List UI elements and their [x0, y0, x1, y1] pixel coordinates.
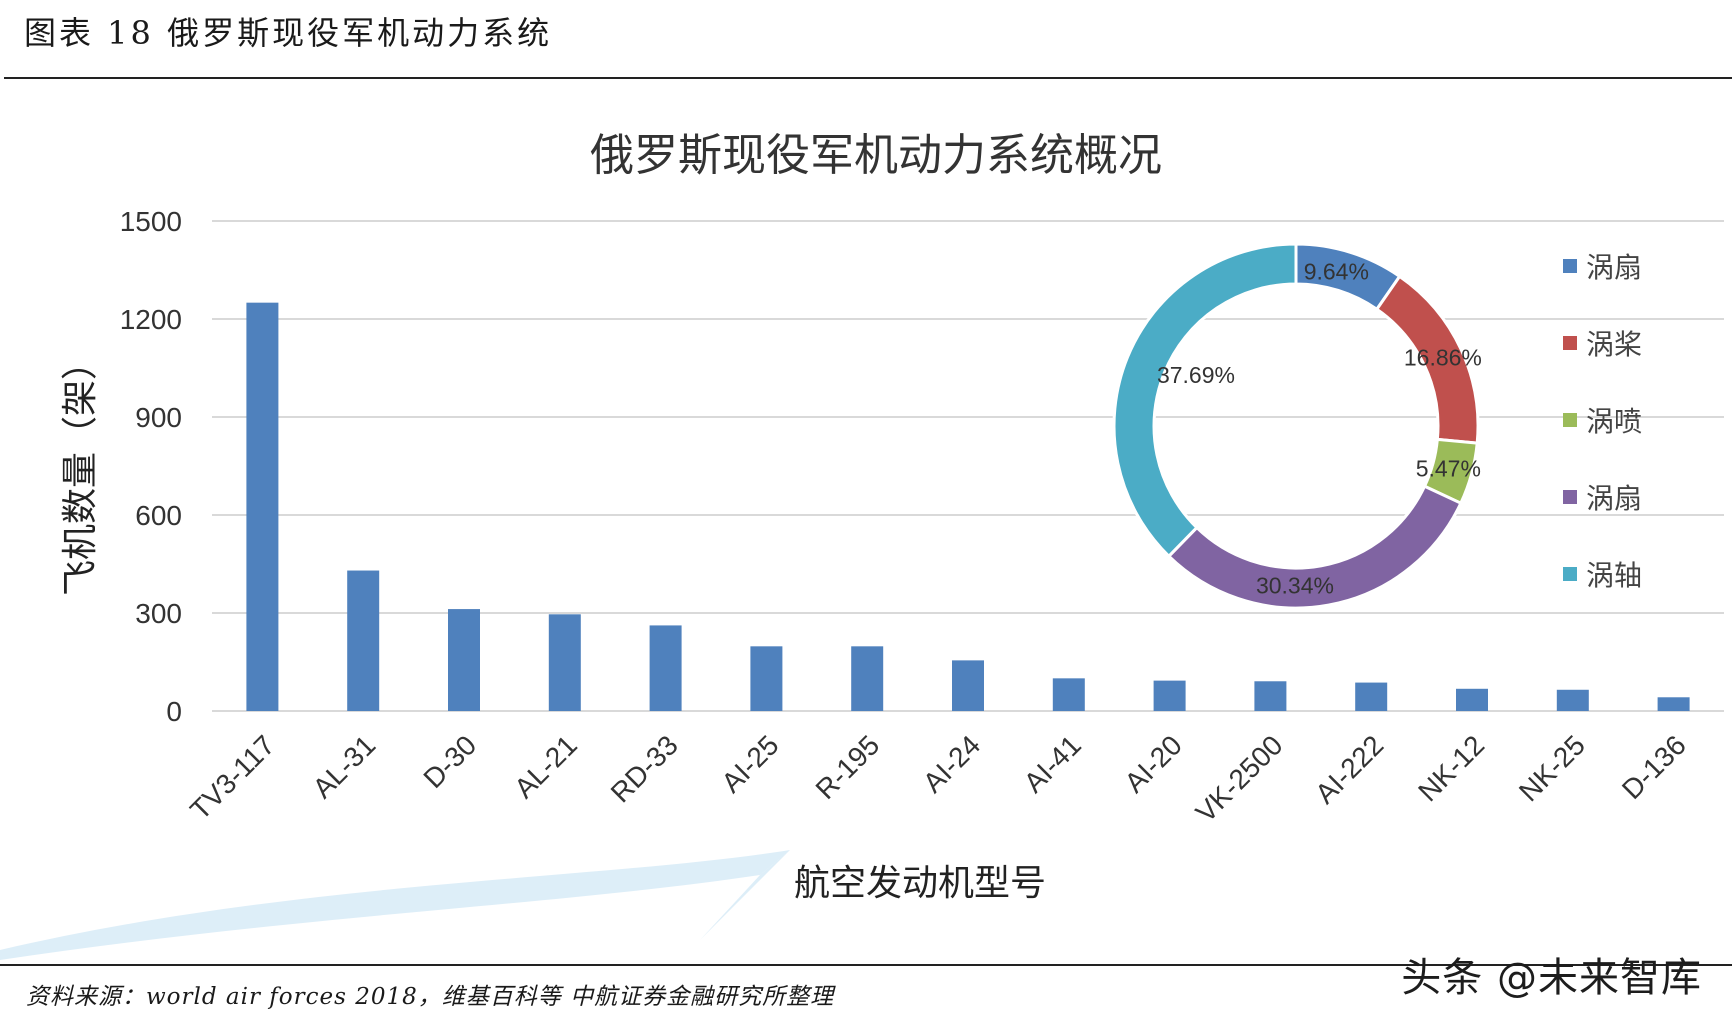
- donut-slice-label: 30.34%: [1256, 572, 1334, 598]
- caption-rule: [4, 77, 1732, 79]
- x-tick-label: TV3-117: [184, 729, 280, 825]
- x-tick-label: RD-33: [605, 729, 684, 808]
- chart-canvas: 俄罗斯现役军机动力系统概况 0 300 600 900 1200 1500 TV3-117…: [0, 130, 1724, 960]
- x-tick-label: D-136: [1616, 729, 1692, 805]
- legend-label: 涡扇: [1586, 482, 1642, 515]
- y-axis-title: 飞机数量（架）: [60, 344, 101, 596]
- legend-swatch: [1563, 413, 1577, 427]
- bar: [1153, 680, 1186, 711]
- legend-label: 涡桨: [1586, 328, 1642, 361]
- bar: [750, 646, 783, 711]
- bar: [851, 646, 884, 711]
- x-tick-label: R-195: [810, 729, 886, 805]
- bar: [1556, 689, 1589, 711]
- donut-slice: [1112, 242, 1298, 559]
- bar: [347, 570, 380, 711]
- y-tick-label: 0: [166, 696, 182, 727]
- legend-swatch: [1563, 259, 1577, 273]
- y-tick-label: 600: [135, 500, 182, 531]
- x-tick-label: AL-21: [508, 729, 583, 804]
- bar: [952, 660, 984, 711]
- bar: [649, 625, 682, 711]
- bar: [448, 609, 480, 711]
- donut-chart: 9.64% 16.86% 5.47% 30.34% 37.69%: [1112, 242, 1482, 610]
- y-tick-label: 300: [135, 598, 182, 629]
- x-tick-label: NK-25: [1513, 729, 1591, 807]
- donut-slice-label: 9.64%: [1304, 258, 1369, 284]
- y-tick-label: 1500: [120, 206, 182, 237]
- x-tick-label: AI-20: [1119, 729, 1188, 798]
- bar: [1456, 688, 1488, 711]
- bar: [246, 302, 279, 711]
- decorative-swoosh: [0, 850, 790, 960]
- x-axis-labels: TV3-117 AL-31 D-30 AL-21 RD-33 AI-25 R-195 AI-2…: [184, 729, 1692, 828]
- source-note: 资料来源：world air forces 2018，维基百科等 中航证券金融研…: [26, 984, 835, 1010]
- x-tick-label: AI-222: [1309, 729, 1389, 809]
- bar: [1254, 681, 1287, 711]
- legend-label: 涡扇: [1586, 251, 1642, 284]
- decorative-swoosh-tip: [700, 850, 790, 940]
- donut-slice-label: 16.86%: [1404, 345, 1482, 371]
- legend-swatch: [1563, 490, 1577, 504]
- y-tick-label: 1200: [120, 304, 182, 335]
- legend-label: 涡喷: [1586, 405, 1642, 438]
- bar: [548, 614, 581, 711]
- x-axis-title: 航空发动机型号: [794, 863, 1046, 904]
- legend-swatch: [1563, 567, 1577, 581]
- x-tick-label: D-30: [417, 729, 482, 794]
- donut-slice-label: 37.69%: [1157, 362, 1235, 388]
- bar: [1657, 697, 1690, 711]
- x-tick-label: AL-31: [307, 729, 382, 804]
- legend-label: 涡轴: [1586, 559, 1642, 592]
- chart-title: 俄罗斯现役军机动力系统概况: [590, 130, 1162, 181]
- y-tick-label: 900: [135, 402, 182, 433]
- watermark: 头条 @未来智库: [1401, 955, 1702, 1001]
- legend-swatch: [1563, 336, 1577, 350]
- x-tick-label: AI-25: [715, 729, 784, 798]
- x-tick-label: AI-41: [1018, 729, 1087, 798]
- bar: [1355, 682, 1388, 711]
- source-rule: [0, 964, 1732, 966]
- gridlines: [212, 220, 1724, 712]
- x-tick-label: AI-24: [917, 729, 986, 798]
- bar-series: [246, 302, 1690, 711]
- figure-caption: 图表 18 俄罗斯现役军机动力系统: [24, 14, 553, 52]
- donut-slice-label: 5.47%: [1416, 456, 1481, 482]
- bar: [1052, 678, 1085, 711]
- x-tick-label: NK-12: [1412, 729, 1490, 807]
- y-axis-ticks: 0 300 600 900 1200 1500: [120, 206, 182, 727]
- x-tick-label: VK-2500: [1190, 729, 1289, 828]
